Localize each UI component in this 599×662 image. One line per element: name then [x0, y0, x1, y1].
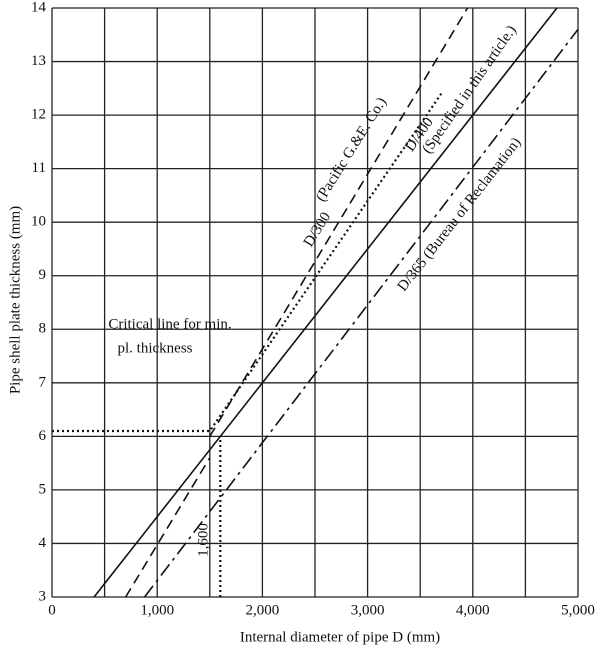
y-tick-label: 10 [31, 214, 46, 230]
y-tick-label: 3 [39, 588, 47, 604]
annotation: 1,600 [195, 523, 211, 557]
y-tick-label: 6 [39, 428, 47, 444]
series-line [93, 7, 558, 598]
y-tick-label: 4 [39, 535, 47, 551]
series-line [52, 93, 443, 433]
y-tick-label: 12 [31, 107, 46, 123]
x-tick-label: 0 [48, 602, 56, 618]
x-tick-label: 2,000 [246, 602, 280, 618]
annotation: Critical line for min. [108, 316, 231, 332]
y-tick-label: 8 [39, 321, 47, 337]
annotation: D/300 [301, 210, 334, 250]
y-tick-label: 9 [39, 267, 47, 283]
x-tick-label: 4,000 [456, 602, 490, 618]
series-line [143, 28, 579, 598]
y-tick-label: 5 [39, 481, 47, 497]
y-tick-label: 11 [32, 160, 46, 176]
y-tick-label: 7 [39, 374, 47, 390]
annotation: D/365 (Bureau of Reclamation) [395, 135, 525, 295]
annotation: (Pacific G.&E. Co.) [313, 95, 390, 205]
x-tick-label: 5,000 [561, 602, 595, 618]
series-line [209, 7, 469, 437]
y-tick-label: 14 [31, 0, 47, 15]
x-tick-label: 1,000 [140, 602, 174, 618]
y-axis-label: Pipe shell plate thickness (mm) [7, 206, 23, 394]
series-line [124, 457, 211, 598]
x-tick-label: 3,000 [351, 602, 385, 618]
annotation: pl. thickness [118, 340, 193, 356]
annotation: (Specified in this article.) [419, 23, 520, 157]
y-tick-label: 13 [31, 53, 46, 69]
x-axis-label: Internal diameter of pipe D (mm) [240, 629, 440, 645]
